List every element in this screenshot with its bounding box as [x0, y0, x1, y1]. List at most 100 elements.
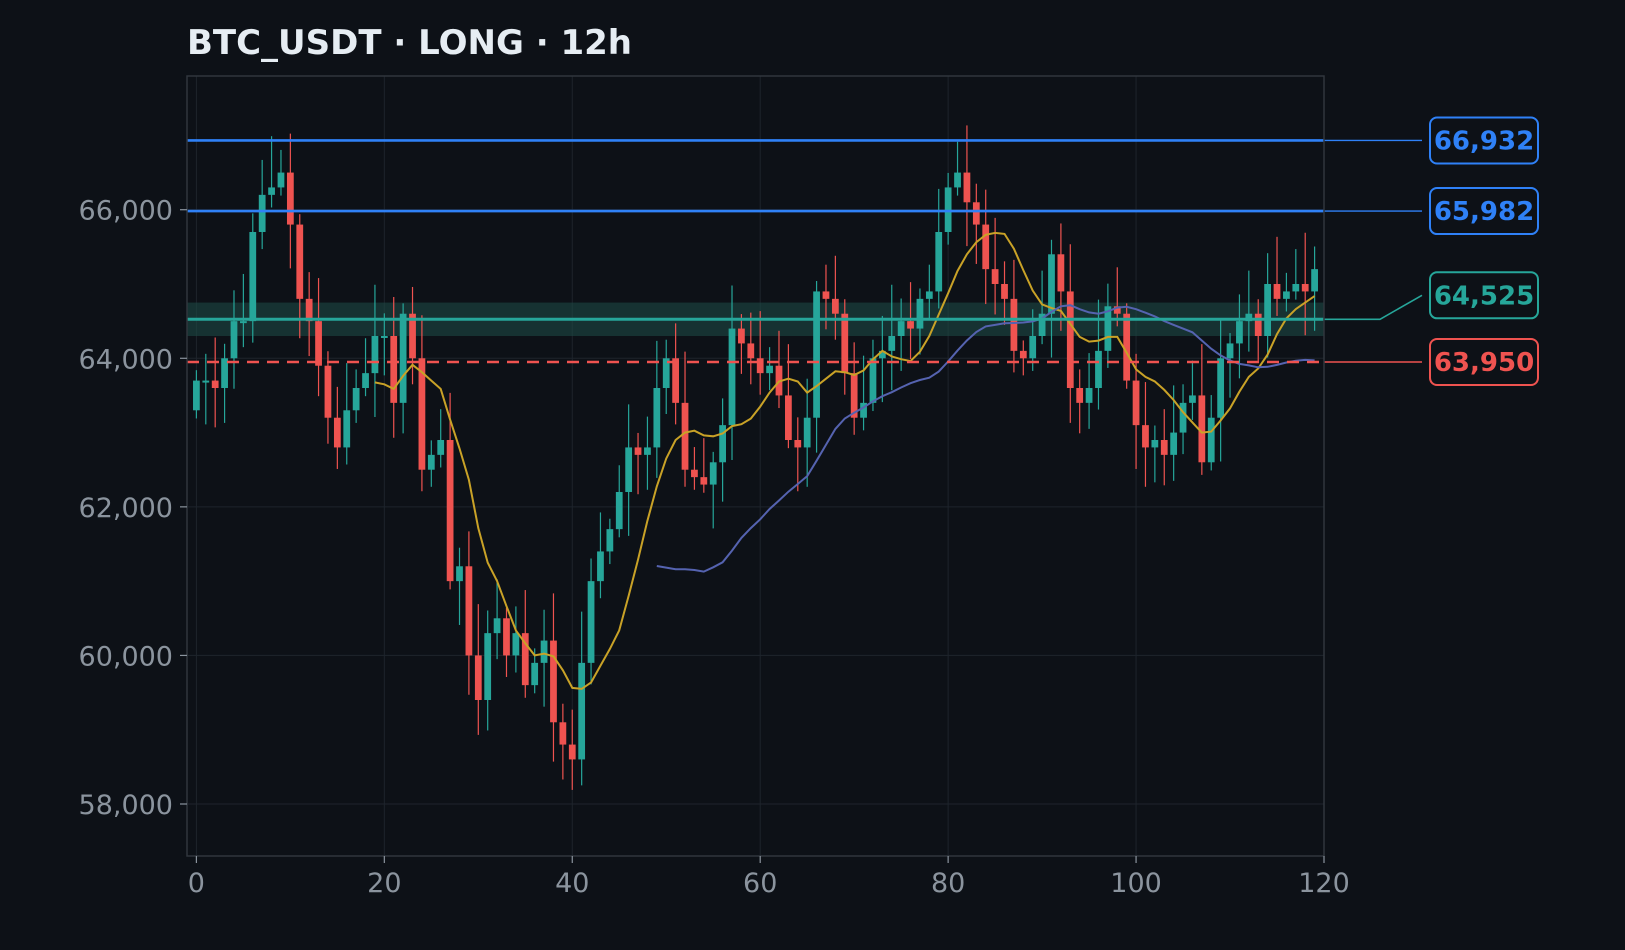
candle-body [493, 618, 501, 634]
candle-body [1311, 269, 1318, 292]
candle-body [286, 172, 294, 225]
candle-body [1207, 417, 1215, 463]
candle-body [634, 447, 642, 455]
candle-body [343, 410, 351, 448]
candle-body [277, 172, 285, 188]
candle-body [324, 365, 332, 418]
y-tick-label: 66,000 [79, 196, 173, 227]
candle-body [1132, 380, 1140, 426]
candle-body [785, 395, 792, 440]
candle-body [437, 440, 445, 455]
candle-body [597, 551, 604, 582]
candle-body [794, 440, 802, 448]
candle-body [484, 633, 492, 700]
candle-body [1217, 358, 1225, 418]
candle-body [1273, 284, 1281, 299]
candle-body [531, 662, 539, 686]
candle-body [625, 447, 633, 492]
candle-body [399, 313, 407, 403]
plot-frame [186, 75, 1325, 857]
x-tick-label: 100 [1110, 868, 1162, 899]
candle-body [606, 529, 614, 552]
candle-body [258, 194, 266, 232]
candle-body [1160, 440, 1168, 455]
candle-body [841, 313, 849, 374]
x-tick-label: 120 [1298, 868, 1350, 899]
candle-body [972, 202, 980, 225]
candles [193, 125, 1318, 790]
candle-body [540, 640, 548, 663]
candle-body [1104, 306, 1112, 351]
price-tag-label: 66,932 [1434, 126, 1534, 156]
candle-body [691, 469, 698, 478]
candle-body [211, 380, 219, 388]
candle-body [878, 350, 886, 359]
candle-body [747, 343, 755, 359]
candle-body [1010, 298, 1018, 351]
ma-slow-line [656, 304, 1315, 573]
candle-body [700, 477, 708, 485]
y-tick-label: 62,000 [79, 493, 173, 524]
candle-body [427, 454, 435, 470]
candle-body [662, 358, 670, 388]
candle-body [1245, 313, 1253, 322]
x-tick-label: 40 [555, 868, 589, 899]
candle-body [1301, 284, 1309, 292]
price-tag-label: 63,950 [1434, 348, 1534, 378]
x-tick-label: 20 [367, 868, 401, 899]
candle-body [672, 358, 680, 403]
candle-body [897, 321, 905, 336]
price-tag-box [1429, 271, 1539, 320]
candle-body [315, 321, 322, 366]
candle-body [305, 298, 313, 322]
candle-body [738, 328, 745, 344]
candle-body [268, 187, 275, 195]
candle-body [935, 232, 943, 292]
candle-body [380, 336, 388, 338]
candle-body [1085, 388, 1093, 403]
candle-body [709, 462, 717, 485]
candle-body [766, 365, 773, 374]
candle-body [963, 172, 971, 203]
candle-body [1254, 313, 1262, 336]
candle-body [888, 336, 896, 351]
candle-body [239, 321, 247, 324]
candle-body [822, 291, 830, 299]
candle-body [249, 232, 257, 322]
candle-body [1292, 284, 1300, 292]
price-tag-box [1429, 116, 1539, 165]
x-tick-label: 80 [931, 868, 965, 899]
candle-body [474, 655, 482, 700]
candle-body [925, 291, 933, 299]
candle-body [202, 380, 210, 383]
candle-body [409, 313, 416, 359]
level-connector [1324, 294, 1423, 321]
price-tag-box [1429, 338, 1539, 386]
candle-body [615, 492, 623, 530]
candle-body [1038, 313, 1046, 336]
price-tag-box [1429, 187, 1539, 236]
candle-body [418, 358, 426, 470]
candle-body [653, 388, 661, 448]
candle-body [681, 402, 689, 470]
candle-body [521, 633, 529, 686]
price-tag-label: 65,982 [1434, 197, 1534, 227]
candle-body [352, 388, 360, 411]
candle-body [1179, 402, 1187, 433]
candle-body [1236, 321, 1243, 344]
chart-title: BTC_USDT · LONG · 12h [187, 23, 632, 63]
candle-body [503, 618, 510, 656]
candle-body [1142, 425, 1149, 448]
moving-averages [374, 231, 1316, 690]
candle-body [1283, 291, 1290, 299]
y-tick-label: 58,000 [79, 790, 173, 821]
candle-body [362, 373, 369, 388]
candle-body [465, 566, 473, 656]
candle-body [1189, 395, 1196, 403]
candle-body [944, 187, 952, 232]
candle-body [559, 722, 567, 745]
ma-fast-line [374, 231, 1316, 690]
candle-body [221, 358, 228, 388]
